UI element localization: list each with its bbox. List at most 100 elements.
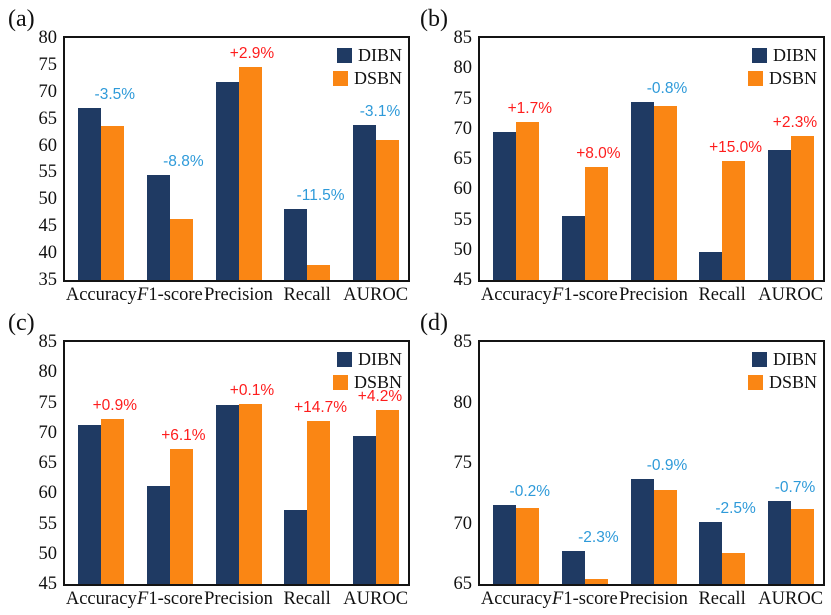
y-tick-label: 65 [38, 108, 58, 129]
bar-dibn [767, 500, 791, 584]
legend-item-dsbn: DSBN [332, 68, 402, 88]
delta-annotation: +0.9% [92, 397, 137, 415]
legend-item-dsbn: DSBN [747, 372, 817, 392]
y-tick-label: 50 [38, 543, 58, 564]
legend-swatch-dibn-icon [752, 47, 767, 63]
bar-dibn [493, 505, 517, 584]
legend-item-dsbn: DSBN [332, 372, 402, 392]
legend-item-dsbn: DSBN [747, 68, 817, 88]
y-tick-label: 70 [38, 81, 58, 102]
plot-area: -3.5% -8.8% +2.9% -11.5% -3.1% DIBN DSBN [63, 36, 410, 282]
y-tick-label: 45 [453, 270, 473, 290]
y-tick-label: 50 [453, 239, 473, 260]
legend-label: DIBN [773, 45, 817, 65]
legend-swatch-dibn-icon [337, 351, 352, 367]
legend-label: DSBN [768, 68, 817, 88]
bar-dibn [78, 107, 102, 280]
delta-annotation: +2.3% [772, 114, 818, 131]
category-label: Recall [698, 285, 746, 305]
delta-annotation: +2.9% [229, 44, 275, 62]
legend-label: DIBN [358, 349, 402, 369]
y-tick-label: 55 [38, 513, 58, 534]
delta-annotation: +15.0% [709, 139, 763, 157]
y-tick-label: 65 [38, 453, 58, 473]
category-label: F1-score [552, 285, 618, 305]
category-label: AUROC [343, 589, 409, 609]
category-label: AUROC [758, 589, 824, 609]
delta-annotation: +1.7% [507, 100, 552, 118]
legend: DIBN DSBN [747, 349, 817, 392]
legend-swatch-dsbn-icon [747, 374, 763, 390]
bar-dibn [352, 125, 376, 280]
delta-annotation: +8.0% [576, 145, 621, 163]
bar-dsbn [584, 579, 608, 584]
plot-area: +1.7% +8.0% -0.8% +15.0% +2.3% DIBN DSBN [478, 36, 825, 282]
bar-dibn [767, 149, 791, 280]
legend: DIBN DSBN [747, 45, 817, 88]
y-tick-label: 80 [453, 58, 473, 79]
bar-dibn [78, 424, 102, 584]
legend-item-dibn: DIBN [752, 349, 817, 369]
bar-dsbn [722, 161, 746, 280]
bar-dsbn [307, 420, 331, 584]
bar-dsbn [169, 449, 193, 584]
legend-label: DSBN [768, 372, 817, 392]
legend-item-dibn: DIBN [337, 349, 402, 369]
delta-annotation: -11.5% [296, 187, 345, 204]
bar-dibn [146, 174, 170, 280]
y-tick-label: 75 [453, 453, 473, 473]
bar-dibn [561, 215, 585, 280]
y-tick-label: 70 [453, 513, 473, 534]
y-tick-label: 85 [453, 332, 473, 352]
bar-dibn [630, 478, 654, 584]
category-label: Accuracy [65, 285, 137, 305]
bar-dibn [146, 486, 170, 584]
y-tick-label: 60 [38, 483, 58, 504]
delta-annotation: +0.1% [229, 382, 275, 400]
delta-annotation: -2.3% [578, 529, 619, 547]
legend-swatch-dsbn-icon [332, 70, 348, 86]
bar-dibn [630, 101, 654, 280]
bar-dibn [493, 132, 517, 280]
category-label: AUROC [758, 285, 824, 305]
y-tick-label: 85 [38, 332, 58, 352]
bar-dibn [284, 209, 308, 280]
y-tick-label: 60 [453, 179, 473, 200]
bar-dibn [352, 435, 376, 584]
category-label: Precision [204, 589, 273, 609]
y-tick-label: 55 [453, 209, 473, 230]
category-label: AUROC [343, 285, 409, 305]
y-tick-label: 40 [38, 243, 58, 264]
delta-annotation: +4.2% [357, 388, 403, 406]
bar-dibn [215, 82, 239, 280]
bar-dsbn [238, 404, 262, 584]
legend-item-dibn: DIBN [752, 45, 817, 65]
bar-dsbn [584, 167, 608, 280]
category-label: Precision [619, 285, 688, 305]
y-tick-label: 85 [453, 28, 473, 48]
bar-dsbn [653, 106, 677, 280]
y-tick-label: 75 [38, 54, 58, 75]
plot-area: +0.9% +6.1% +0.1% +14.7% +4.2% DIBN DSBN [63, 340, 410, 586]
delta-annotation: -0.2% [509, 483, 551, 501]
category-label: F1-score [137, 285, 203, 305]
bar-dsbn [238, 66, 262, 280]
y-tick-label: 45 [38, 574, 58, 594]
bar-dsbn [516, 122, 540, 280]
y-tick-label: 80 [453, 392, 473, 413]
legend-label: DIBN [358, 45, 402, 65]
panel-label: (a) [8, 6, 35, 32]
legend-item-dibn: DIBN [337, 45, 402, 65]
bar-dsbn [169, 218, 193, 280]
bar-dsbn [101, 419, 125, 584]
category-label: F1-score [137, 589, 203, 609]
delta-annotation: -3.5% [94, 85, 136, 103]
bar-dsbn [101, 126, 125, 280]
delta-annotation: +6.1% [161, 427, 206, 445]
bar-dsbn [307, 265, 331, 280]
bar-dsbn [375, 410, 399, 584]
bar-dibn [561, 551, 585, 584]
panel-label: (b) [420, 6, 448, 32]
legend-label: DSBN [353, 372, 402, 392]
